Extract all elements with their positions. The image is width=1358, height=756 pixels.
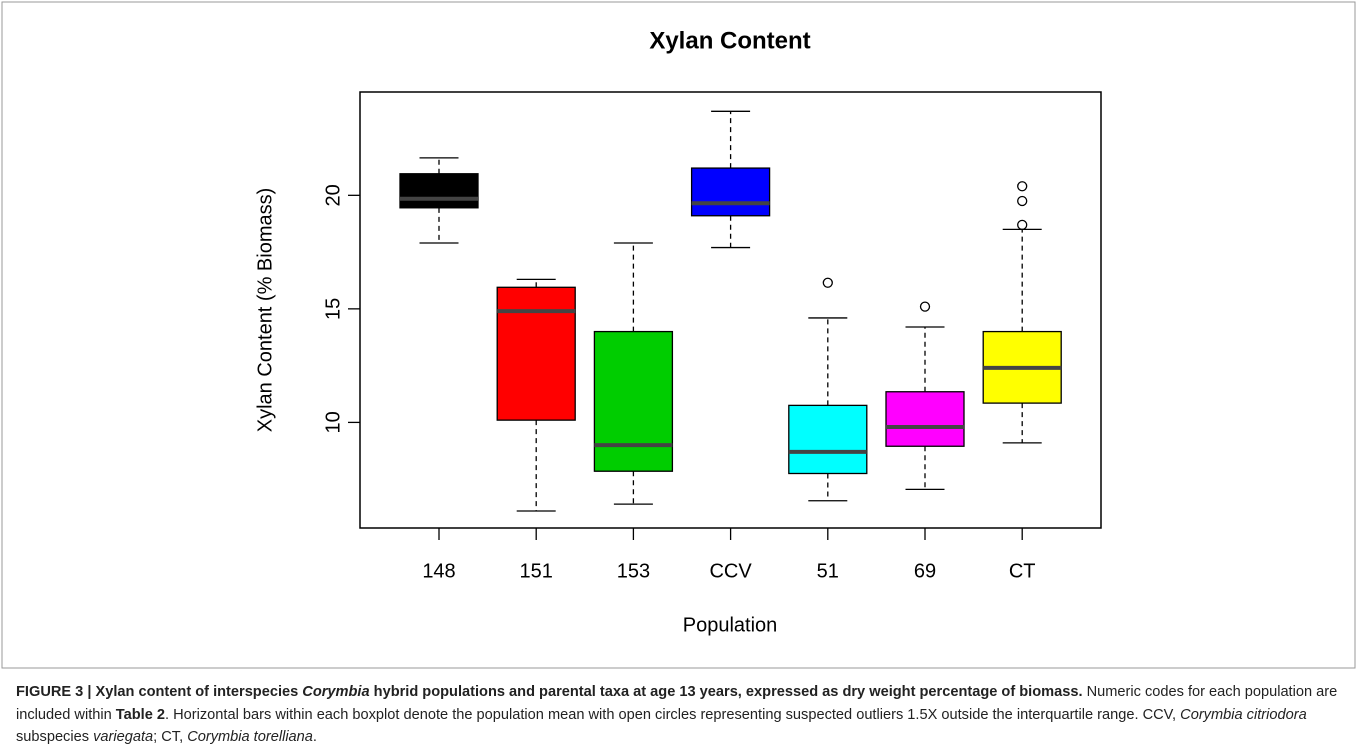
x-tick-label: CT <box>1009 560 1036 582</box>
outlier <box>1017 181 1028 192</box>
caption-text: . <box>312 729 317 745</box>
x-tick-label: 153 <box>617 560 650 582</box>
caption-text: subspecies <box>16 729 94 745</box>
caption-text: ; CT, <box>153 729 188 745</box>
outlier <box>919 301 931 312</box>
box <box>593 330 674 472</box>
caption-text: hybrid populations and parental taxa at … <box>369 684 1083 700</box>
outlier <box>822 277 833 288</box>
caption-text: Corymbia <box>302 684 370 700</box>
y-tick-label: 10 <box>322 411 344 433</box>
caption-text: . Horizontal bars within each boxplot de… <box>165 706 1181 723</box>
box <box>399 173 479 209</box>
chart-title: Xylan Content <box>649 27 810 54</box>
x-tick-label: 148 <box>422 560 455 582</box>
caption-text: Corymbia torelliana <box>187 729 313 745</box>
y-tick-label: 15 <box>322 298 344 320</box>
x-tick-label: 51 <box>817 560 839 582</box>
caption-text: Numeric codes for each population are in… <box>16 684 1338 723</box>
y-tick-label: 20 <box>322 184 344 206</box>
caption-text: variegata <box>93 729 154 745</box>
x-axis-label: Population <box>683 614 778 636</box>
box <box>788 404 868 475</box>
figure-frame <box>1 1 1356 669</box>
x-tick-label: CCV <box>709 560 752 582</box>
outlier <box>1017 195 1028 207</box>
x-tick-label: 69 <box>914 560 936 582</box>
caption-text: Corymbia citriodora <box>1180 706 1307 723</box>
chart: Xylan Content Population Xylan Content (… <box>1 1 1356 669</box>
outlier <box>1017 219 1028 230</box>
caption-text: Table 2 <box>115 706 166 723</box>
caption: FIGURE 3 | Xylan content of interspecies… <box>16 681 1346 749</box>
x-tick-label: 151 <box>520 560 553 582</box>
caption-text: FIGURE 3 | Xylan content of interspecies <box>16 684 303 700</box>
y-axis-label: Xylan Content (% Biomass) <box>254 188 276 433</box>
box <box>690 167 771 217</box>
box <box>496 286 576 421</box>
box <box>885 391 965 447</box>
